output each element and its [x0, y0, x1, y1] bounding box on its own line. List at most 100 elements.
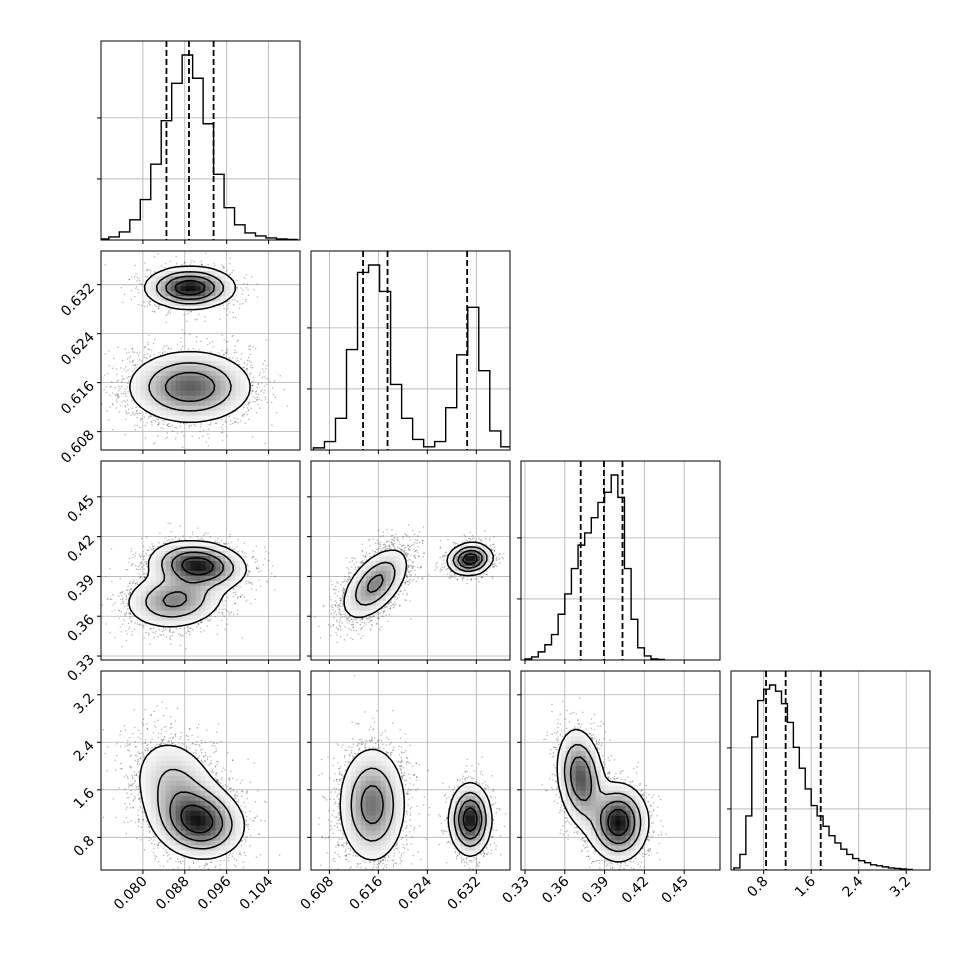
scatter-2-0-point [131, 551, 133, 553]
scatter-2-1-point [368, 621, 370, 623]
scatter-1-0-cell [235, 370, 240, 375]
scatter-2-0-point [141, 566, 143, 568]
scatter-3-1-cell [371, 800, 376, 805]
scatter-2-0-point [192, 629, 194, 631]
scatter-2-0-cell [156, 561, 161, 566]
scatter-2-0-point [130, 620, 132, 622]
scatter-2-1-point [407, 560, 409, 562]
scatter-3-0-point [161, 728, 163, 730]
scatter-3-0-point [140, 806, 142, 808]
scatter-1-0-point [143, 301, 145, 303]
scatter-3-1-cell [361, 850, 366, 855]
scatter-1-0-cell [230, 395, 235, 400]
scatter-2-1-point [340, 636, 342, 638]
scatter-1-0-point [206, 441, 208, 443]
scatter-2-0-point [114, 637, 116, 639]
scatter-2-0-point [251, 588, 253, 590]
scatter-2-0-point [167, 522, 169, 524]
scatter-3-1-point [407, 792, 409, 794]
scatter-3-0-point [126, 743, 128, 745]
scatter-3-0-point [236, 859, 238, 861]
scatter-3-1-cell [346, 820, 351, 825]
scatter-2-1-cell [371, 595, 376, 600]
scatter-3-0-point [151, 843, 153, 845]
scatter-3-0-point [127, 740, 129, 742]
scatter-3-1-point [491, 837, 493, 839]
scatter-2-0-point [111, 548, 113, 550]
scatter-1-0-point [127, 404, 129, 406]
scatter-2-1-point [412, 567, 414, 569]
scatter-2-1-point [419, 542, 421, 544]
scatter-3-0-point [126, 806, 128, 808]
scatter-2-0-cell [136, 600, 141, 605]
scatter-2-1-point [344, 589, 346, 591]
scatter-3-0-cell [156, 825, 161, 830]
scatter-3-0-point [243, 867, 245, 869]
scatter-1-0-cell [191, 405, 196, 410]
scatter-2-0-point [197, 527, 199, 529]
scatter-2-1-point [422, 540, 424, 542]
scatter-3-1-point [371, 740, 373, 742]
scatter-3-1-point [346, 843, 348, 845]
scatter-3-1-point [337, 762, 339, 764]
scatter-2-1-cell [396, 565, 401, 570]
scatter-2-0-cell [151, 561, 156, 566]
scatter-1-0-cell [201, 365, 206, 370]
scatter-3-1-cell [361, 840, 366, 845]
scatter-3-1-cell [341, 795, 346, 800]
scatter-1-0-point [243, 283, 245, 285]
scatter-3-1-point [392, 860, 394, 862]
scatter-1-0-point [245, 301, 247, 303]
scatter-2-1-point [370, 628, 372, 630]
scatter-2-1-point [367, 618, 369, 620]
scatter-2-1-point [373, 538, 375, 540]
scatter-3-1-point [466, 857, 468, 859]
scatter-1-0-point [264, 390, 266, 392]
scatter-1-0-cell [201, 410, 206, 415]
scatter-1-0-point [180, 341, 182, 343]
scatter-3-1-point [487, 854, 489, 856]
scatter-1-0-point [154, 271, 156, 273]
scatter-1-0-cell [220, 365, 225, 370]
scatter-2-1-point [372, 550, 374, 552]
scatter-1-0-point [190, 262, 192, 264]
scatter-1-0-point [229, 274, 231, 276]
scatter-3-1-point [464, 862, 466, 864]
scatter-1-0-point [176, 427, 178, 429]
scatter-3-0-point [247, 826, 249, 828]
scatter-2-0-point [224, 628, 226, 630]
scatter-3-1-point [392, 749, 394, 751]
scatter-1-0-point [116, 374, 118, 376]
scatter-3-0-point [183, 743, 185, 745]
scatter-1-0-point [276, 412, 278, 414]
scatter-3-0-cell [151, 815, 156, 820]
scatter-2-1-point [332, 609, 334, 611]
scatter-1-0-point [201, 423, 203, 425]
scatter-3-1-cell [386, 766, 391, 771]
scatter-1-0-point [230, 420, 232, 422]
scatter-2-1-point [358, 633, 360, 635]
scatter-3-1-point [379, 862, 381, 864]
scatter-3-1-point [344, 757, 346, 759]
scatter-3-0-cell [166, 840, 171, 845]
scatter-2-1-point [478, 538, 480, 540]
scatter-1-0-cell [240, 380, 245, 385]
scatter-2-0-cell [191, 546, 196, 551]
scatter-1-0-point [229, 258, 231, 260]
scatter-2-1-point [330, 599, 332, 601]
scatter-3-0-point [153, 848, 155, 850]
scatter-3-0-cell [156, 820, 161, 825]
scatter-1-0-cell [136, 380, 141, 385]
scatter-2-0-point [169, 536, 171, 538]
scatter-1-0-cell [225, 286, 230, 291]
scatter-2-0-cell [205, 600, 210, 605]
scatter-3-0-point [266, 802, 268, 804]
scatter-1-0-cell [156, 390, 161, 395]
scatter-3-0-point [178, 742, 180, 744]
scatter-3-0-point [226, 786, 228, 788]
scatter-3-1-point [479, 784, 481, 786]
scatter-1-0-point [171, 348, 173, 350]
scatter-2-1-point [405, 552, 407, 554]
scatter-3-0-point [132, 785, 134, 787]
scatter-3-1-point [393, 849, 395, 851]
